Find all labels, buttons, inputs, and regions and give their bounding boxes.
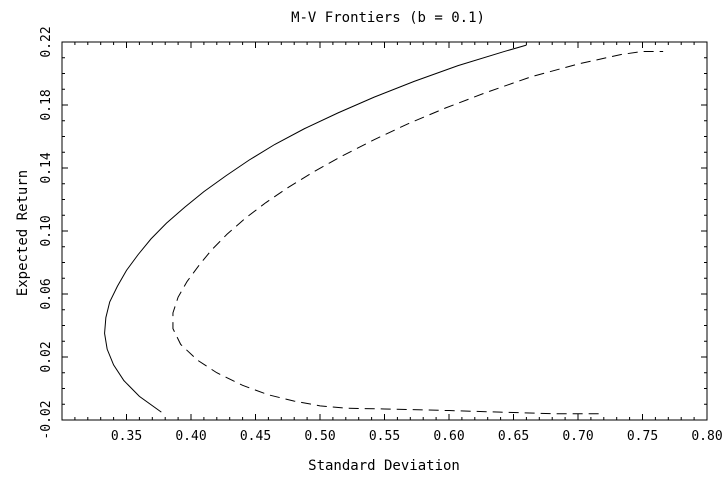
y-tick-label: 0.02 bbox=[39, 341, 54, 372]
x-tick-label: 0.50 bbox=[304, 429, 335, 444]
y-tick-label: -0.02 bbox=[39, 400, 54, 439]
y-tick-label: 0.14 bbox=[39, 152, 54, 183]
frontier-dashed-series bbox=[172, 50, 664, 415]
x-tick-label: 0.70 bbox=[562, 429, 593, 444]
y-axis-title: Expected Return bbox=[15, 170, 31, 296]
x-tick-label: 0.45 bbox=[240, 429, 271, 444]
x-tick-label: 0.75 bbox=[627, 429, 658, 444]
frontier-solid-series bbox=[104, 44, 527, 413]
x-tick-label: 0.80 bbox=[691, 429, 722, 444]
y-tick-label: 0.10 bbox=[39, 215, 54, 246]
x-tick-label: 0.60 bbox=[433, 429, 464, 444]
y-tick-label: 0.06 bbox=[39, 278, 54, 309]
x-tick-label: 0.55 bbox=[369, 429, 400, 444]
y-tick-label: 0.22 bbox=[39, 26, 54, 57]
x-tick-label: 0.40 bbox=[175, 429, 206, 444]
y-tick-label: 0.18 bbox=[39, 89, 54, 120]
x-tick-label: 0.65 bbox=[498, 429, 529, 444]
plot-layer: 0.35 0.40 0.45 0.50 0.55 0.60 0.65 0.70 0.75 0.80… bbox=[39, 26, 723, 444]
x-tick-label: 0.35 bbox=[111, 429, 142, 444]
x-axis-title: Standard Deviation bbox=[308, 458, 460, 474]
chart-title: M-V Frontiers (b = 0.1) bbox=[291, 10, 485, 26]
